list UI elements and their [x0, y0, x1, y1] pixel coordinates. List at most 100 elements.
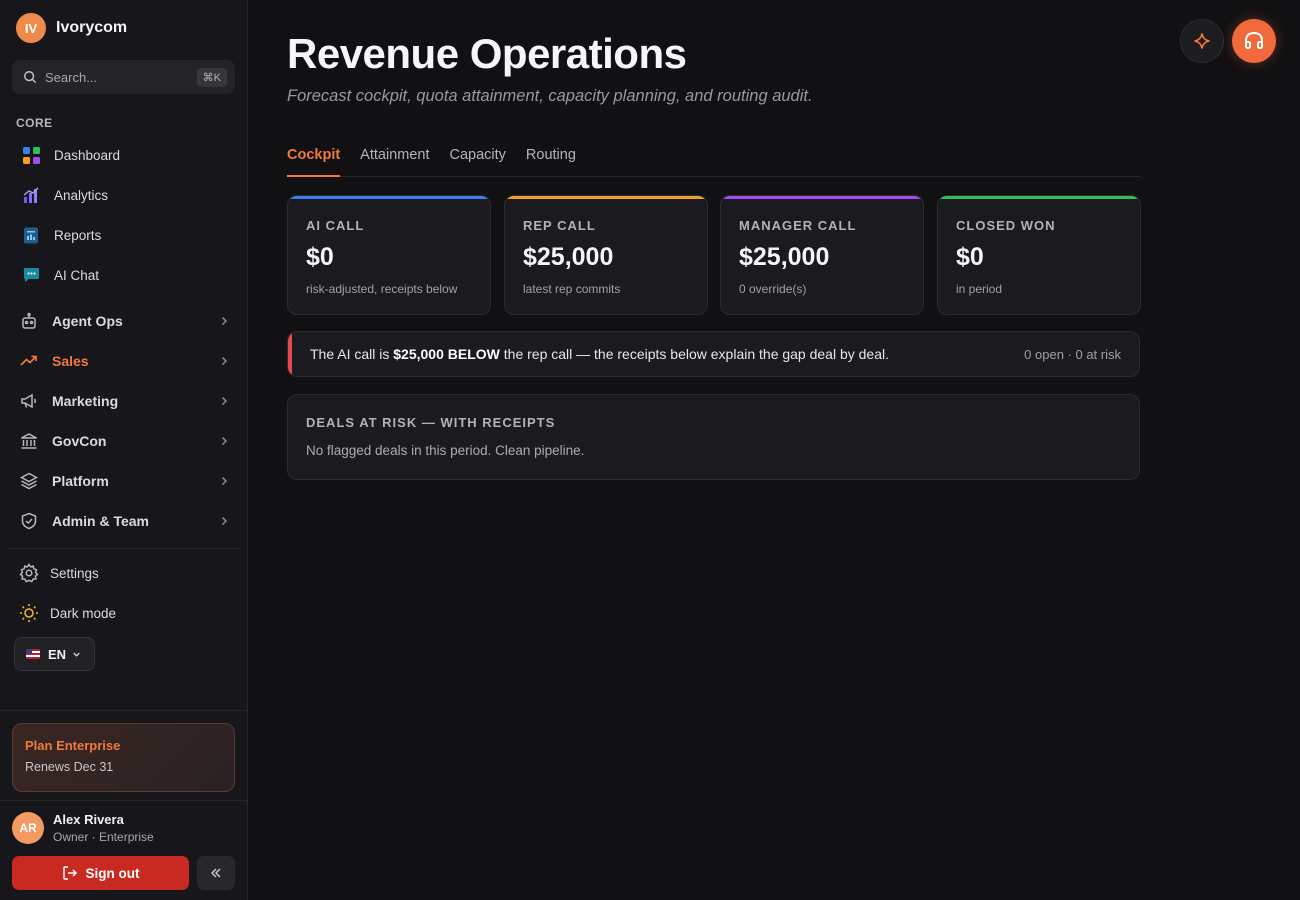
user-role: Owner · Enterprise [53, 830, 154, 844]
sidebar-group-admin-team[interactable]: Admin & Team [18, 510, 230, 532]
tab-attainment[interactable]: Attainment [360, 147, 430, 163]
shield-icon [18, 510, 40, 532]
bar-chart-icon [22, 186, 40, 204]
card-subtext: in period [956, 282, 1003, 296]
card-accent-bar [721, 196, 923, 199]
support-button[interactable] [1232, 19, 1276, 63]
ai-assistant-button[interactable] [1180, 19, 1224, 63]
card-value: $0 [956, 243, 984, 271]
gear-icon [18, 562, 40, 584]
sidebar-group-label: Admin & Team [52, 513, 149, 529]
page-title: Revenue Operations [287, 30, 687, 77]
search-placeholder: Search... [45, 69, 98, 85]
chevrons-left-icon [210, 868, 221, 878]
dark-mode-label: Dark mode [50, 605, 117, 621]
alert-highlight: $25,000 BELOW [393, 346, 500, 362]
sparkle-icon [1194, 33, 1210, 49]
card-subtext: latest rep commits [523, 282, 621, 296]
sidebar-item-label: Dashboard [54, 147, 121, 163]
chevron-right-icon [221, 436, 228, 446]
sidebar-group-govcon[interactable]: GovCon [18, 430, 230, 452]
sidebar-item-label: AI Chat [54, 267, 100, 283]
user-name: Alex Rivera [53, 812, 124, 827]
card-accent-bar [938, 196, 1140, 199]
layers-icon [18, 470, 40, 492]
core-section-label: CORE [16, 116, 53, 130]
deals-at-risk-panel: DEALS AT RISK — WITH RECEIPTS No flagged… [287, 394, 1140, 480]
chevron-right-icon [221, 316, 228, 326]
sidebar-item-reports[interactable]: Reports [22, 224, 101, 246]
sidebar-divider [0, 710, 248, 711]
chevron-right-icon [221, 396, 228, 406]
alert-message: The AI call is $25,000 BELOW the rep cal… [310, 346, 1024, 362]
dark-mode-toggle[interactable]: Dark mode [18, 602, 116, 624]
trending-up-icon [18, 350, 40, 372]
settings-label: Settings [50, 565, 99, 581]
alert-suffix: the rep call — the receipts below explai… [499, 346, 890, 362]
tab-routing[interactable]: Routing [525, 147, 576, 163]
sidebar-group-platform[interactable]: Platform [18, 470, 230, 492]
tab-bar: Cockpit Attainment Capacity Routing [287, 145, 1140, 177]
headset-icon [1245, 31, 1263, 49]
sidebar-item-label: Reports [54, 227, 102, 243]
card-subtext: 0 override(s) [739, 282, 807, 296]
alert-prefix: The AI call is [310, 346, 394, 362]
chevron-right-icon [221, 516, 228, 526]
plan-card[interactable]: Plan Enterprise Renews Dec 31 [12, 723, 235, 792]
kpi-card-ai-call: AI CALL $0 risk-adjusted, receipts below [287, 195, 491, 315]
search-input[interactable]: Search... ⌘K [12, 60, 235, 94]
grid-icon [22, 146, 40, 164]
card-value: $0 [306, 243, 334, 271]
sidebar-group-label: GovCon [52, 433, 107, 449]
forecast-gap-alert: The AI call is $25,000 BELOW the rep cal… [287, 331, 1140, 377]
language-select[interactable]: EN [14, 637, 95, 671]
sidebar-group-marketing[interactable]: Marketing [18, 390, 230, 412]
kpi-card-rep-call: REP CALL $25,000 latest rep commits [504, 195, 708, 315]
kpi-card-closed-won: CLOSED WON $0 in period [937, 195, 1141, 315]
sidebar-item-ai-chat[interactable]: AI Chat [22, 264, 99, 286]
chevron-right-icon [221, 356, 228, 366]
sidebar-item-dashboard[interactable]: Dashboard [22, 144, 120, 166]
card-label: CLOSED WON [956, 218, 1056, 233]
avatar: AR [12, 812, 44, 844]
chevron-right-icon [221, 476, 228, 486]
kpi-card-manager-call: MANAGER CALL $25,000 0 override(s) [720, 195, 924, 315]
chevron-down-icon [73, 652, 80, 657]
panel-title: DEALS AT RISK — WITH RECEIPTS [306, 415, 556, 430]
alert-meta: 0 open · 0 at risk [1024, 346, 1121, 362]
us-flag-icon [26, 649, 40, 659]
brand[interactable]: IV Ivorycom [16, 13, 127, 43]
card-label: AI CALL [306, 218, 365, 233]
sign-out-label: Sign out [85, 865, 140, 881]
brand-name: Ivorycom [56, 19, 128, 36]
settings-link[interactable]: Settings [18, 562, 99, 584]
card-value: $25,000 [523, 243, 614, 271]
search-icon [24, 71, 37, 84]
bank-icon [18, 430, 40, 452]
sign-out-button[interactable]: Sign out [12, 856, 189, 890]
collapse-sidebar-button[interactable] [197, 856, 235, 890]
empty-state-text: No flagged deals in this period. Clean p… [306, 443, 585, 458]
sidebar-group-label: Sales [52, 353, 89, 369]
card-accent-bar [288, 196, 490, 199]
language-value: EN [48, 646, 67, 662]
user-profile[interactable]: AR Alex Rivera Owner · Enterprise [12, 812, 154, 844]
plan-title: Plan Enterprise [25, 738, 121, 753]
plan-renewal: Renews Dec 31 [25, 760, 114, 774]
sidebar-divider [0, 800, 248, 801]
sidebar-group-label: Agent Ops [52, 313, 123, 329]
sidebar-divider [8, 548, 240, 549]
sign-out-icon [62, 866, 77, 880]
tab-capacity[interactable]: Capacity [449, 147, 506, 163]
sidebar-group-agent-ops[interactable]: Agent Ops [18, 310, 230, 332]
brand-avatar: IV [16, 13, 46, 43]
search-shortcut: ⌘K [196, 67, 227, 87]
sidebar-group-label: Marketing [52, 393, 119, 409]
tab-cockpit[interactable]: Cockpit [287, 145, 341, 177]
sidebar-item-analytics[interactable]: Analytics [22, 184, 108, 206]
page-subtitle: Forecast cockpit, quota attainment, capa… [287, 87, 813, 105]
card-label: MANAGER CALL [739, 218, 857, 233]
sidebar-group-sales[interactable]: Sales [18, 350, 230, 372]
sidebar: IV Ivorycom Search... ⌘K CORE Dashboard … [0, 0, 248, 900]
card-value: $25,000 [739, 243, 830, 271]
